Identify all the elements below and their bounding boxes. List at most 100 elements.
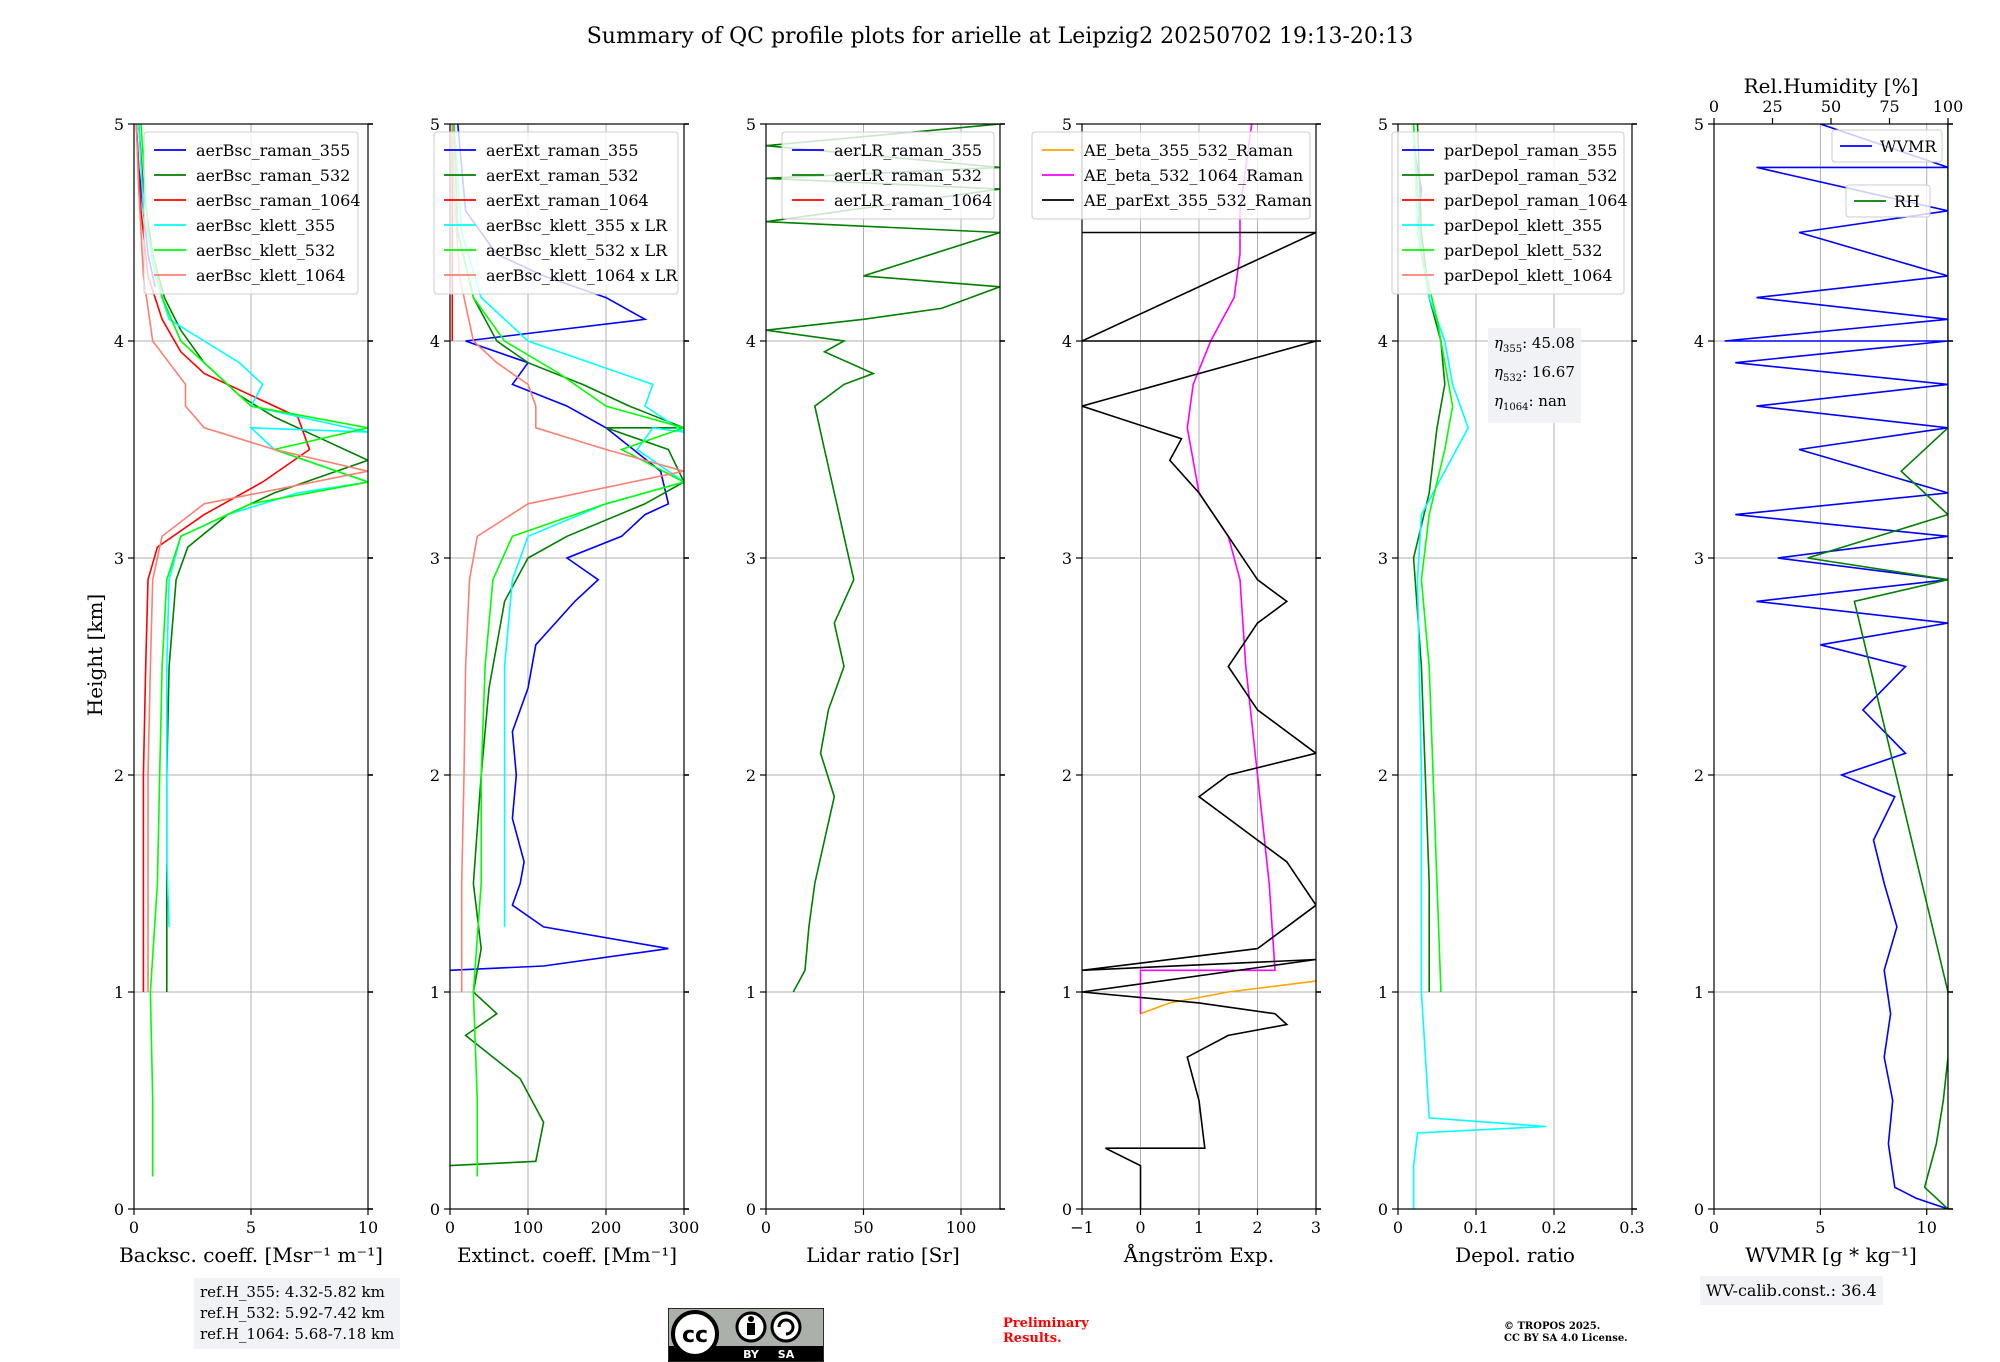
series-line-aerbsc-klett-1064 <box>135 124 368 992</box>
y-tick-label: 3 <box>1694 549 1704 568</box>
y-tick-label: 2 <box>114 766 124 785</box>
legend-entry: RH <box>1894 192 1920 211</box>
y-tick-label: 1 <box>1694 983 1704 1002</box>
y-tick-label: 2 <box>430 766 440 785</box>
copyright-line-2: CC BY SA 4.0 License. <box>1504 1333 1628 1344</box>
eta-355-value: 45.08 <box>1531 334 1575 352</box>
series-line-aerbsc-raman-1064 <box>135 124 311 992</box>
x2-axis-label: Rel.Humidity [%] <box>1744 74 1919 98</box>
legend-entry: aerExt_raman_1064 <box>486 191 649 210</box>
panel-5: 0 0.1 0.2 0.3 0 1 2 3 4 5 Depol. ratio parDepol_ram… <box>1378 115 1645 1267</box>
cc-by-label: BY <box>743 1348 760 1361</box>
x-tick-label: 300 <box>669 1218 700 1237</box>
legend-entry: AE_parExt_355_532_Raman <box>1083 191 1312 210</box>
eta-1064-value: nan <box>1538 392 1567 410</box>
axes-frame <box>765 123 1001 1210</box>
legend-entry: aerBsc_raman_532 <box>196 166 350 185</box>
cc-sa-label: SA <box>778 1348 795 1361</box>
eta-box: η355: 45.08 η532: 16.67 η1064: nan <box>1488 328 1581 423</box>
legend-entry: aerBsc_klett_1064 <box>196 266 345 285</box>
y-tick-label: 0 <box>1378 1200 1388 1219</box>
preliminary-line-1: Preliminary <box>1003 1316 1089 1331</box>
x2-tick-label: 50 <box>1821 97 1841 116</box>
y-tick-label: 4 <box>1378 332 1388 351</box>
legend-entry: parDepol_raman_532 <box>1444 166 1617 185</box>
x-tick-label: 0 <box>129 1218 139 1237</box>
x-tick-label: 1 <box>1194 1218 1204 1237</box>
svg-text:cc: cc <box>682 1323 708 1348</box>
y-tick-label: 5 <box>430 115 440 134</box>
y-tick-label: 0 <box>1694 1200 1704 1219</box>
series-line-rh <box>1807 124 1948 1209</box>
axes-frame <box>449 123 685 1210</box>
x-tick-label: 200 <box>591 1218 622 1237</box>
legend-entry: aerExt_raman_532 <box>486 166 639 185</box>
legend-entry: aerBsc_klett_355 <box>196 216 335 235</box>
preliminary-line-2: Results. <box>1003 1331 1062 1346</box>
series-line-aerbsc-klett-355-x-lr <box>453 124 684 927</box>
y-tick-label: 1 <box>746 983 756 1002</box>
ref-height-355: ref.H_355: 4.32-5.82 km <box>200 1283 385 1301</box>
x2-tick-label: 0 <box>1709 97 1719 116</box>
wv-calib-box: WV-calib.const.: 36.4 <box>1700 1276 1883 1305</box>
legend-entry: aerLR_raman_532 <box>834 166 982 185</box>
series-line-aerext-raman-355 <box>450 124 670 972</box>
preliminary-note: Preliminary Results. <box>1003 1316 1089 1346</box>
series-line-aerbsc-klett-355 <box>137 124 368 927</box>
x-tick-label: 0.1 <box>1463 1218 1488 1237</box>
x-tick-label: 5 <box>1815 1218 1825 1237</box>
series-line-aerext-raman-532 <box>450 124 684 1167</box>
x2-tick-label: 25 <box>1762 97 1782 116</box>
sa-icon <box>770 1311 802 1343</box>
y-tick-label: 3 <box>746 549 756 568</box>
y-tick-label: 0 <box>746 1200 756 1219</box>
panel-1: 0 5 10 0 1 2 3 4 5 Backsc. coeff. [Msr⁻¹ m⁻¹] aerB… <box>114 115 383 1267</box>
y-tick-label: 1 <box>1378 983 1388 1002</box>
axes-frame <box>1713 123 1949 1210</box>
x2-tick-label: 75 <box>1879 97 1899 116</box>
panel-3: 0 50 100 0 1 2 3 4 5 Lidar ratio [Sr] aerLR_raman_… <box>746 115 1005 1267</box>
legend-entry: AE_beta_355_532_Raman <box>1083 141 1293 160</box>
x-tick-label: 0 <box>1709 1218 1719 1237</box>
y-tick-label: 3 <box>1378 549 1388 568</box>
axes-frame <box>1397 123 1633 1210</box>
x-tick-label: 2 <box>1252 1218 1262 1237</box>
legend-entry: parDepol_raman_355 <box>1444 141 1617 160</box>
y-tick-label: 2 <box>746 766 756 785</box>
cc-license-badge: cc BY SA <box>668 1308 824 1362</box>
x-tick-label: 0 <box>761 1218 771 1237</box>
legend-entry: parDepol_klett_532 <box>1444 241 1602 260</box>
legend-box <box>1031 131 1311 220</box>
legend-entry: aerBsc_klett_355 x LR <box>486 216 668 235</box>
series-line-pardepol-klett-532 <box>1412 124 1454 993</box>
legend-entry: AE_beta_532_1064_Raman <box>1083 166 1303 185</box>
x-tick-label: 10 <box>1917 1218 1937 1237</box>
x-tick-label: 0.2 <box>1541 1218 1566 1237</box>
y-tick-label: 1 <box>114 983 124 1002</box>
y-tick-label: 5 <box>1694 115 1704 134</box>
y-tick-label: 5 <box>114 115 124 134</box>
ref-height-1064: ref.H_1064: 5.68-7.18 km <box>200 1325 395 1343</box>
x-tick-label: 5 <box>246 1218 256 1237</box>
y-tick-label: 5 <box>746 115 756 134</box>
eta-532-value: 16.67 <box>1531 363 1575 381</box>
series-line-ae-beta-532-1064-raman <box>1139 124 1276 1014</box>
x-tick-label: 100 <box>513 1218 544 1237</box>
eta-532-label: 532 <box>1503 373 1523 384</box>
legend-entry: aerLR_raman_355 <box>834 141 982 160</box>
y-tick-label: 5 <box>1062 115 1072 134</box>
series-line-wvmr <box>1724 124 1948 1209</box>
y-tick-label: 2 <box>1378 766 1388 785</box>
legend-box <box>1845 184 1931 218</box>
y-tick-label: 1 <box>430 983 440 1002</box>
y-tick-label: 3 <box>430 549 440 568</box>
series-line-aerbsc-klett-532-x-lr <box>453 124 684 1177</box>
series-line-aerbsc-klett-1064-x-lr <box>451 124 684 992</box>
legend-entry: aerBsc_klett_532 x LR <box>486 241 668 260</box>
figure-title: Summary of QC profile plots for arielle … <box>587 24 1414 49</box>
y-tick-label: 0 <box>430 1200 440 1219</box>
panel-2: 0 100 200 300 0 1 2 3 4 5 Extinct. coeff. [Mm⁻¹] ae… <box>430 115 699 1267</box>
